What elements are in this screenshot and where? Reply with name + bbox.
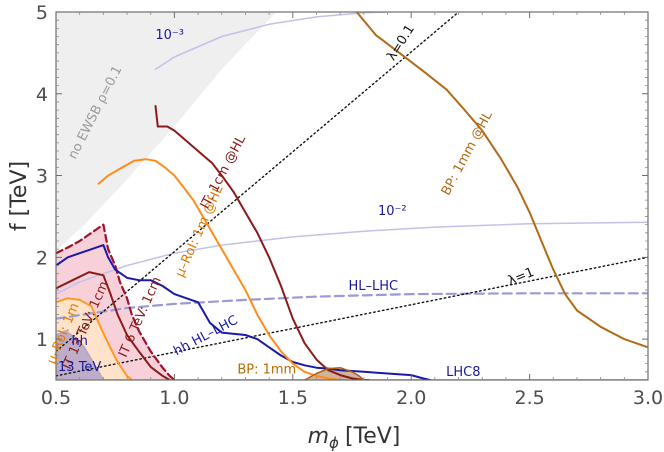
- x-tick-label: 1.0: [159, 387, 189, 409]
- no-ewsb-region: [56, 12, 277, 251]
- plot-frame: [55, 11, 649, 381]
- x-tick-label: 0.5: [41, 387, 71, 409]
- it-1cm-hl-line: [154, 105, 370, 380]
- y-tick-label: 4: [36, 84, 48, 106]
- hh13-label-line1: hh: [71, 334, 87, 349]
- y-tick-label: 1: [36, 329, 48, 351]
- hh13-label-line2: 13 TeV: [58, 360, 101, 375]
- x-axis-title: mϕ [TeV]: [308, 424, 401, 452]
- lhc8-line-label: LHC8: [446, 365, 480, 380]
- x-tick-label: 3.0: [633, 387, 663, 409]
- y-axis-title: f [TeV]: [7, 161, 32, 231]
- hl-lhc-line: [56, 292, 648, 320]
- contour-1e-2: [56, 221, 648, 295]
- bp-1mm-line: [303, 366, 365, 380]
- bp-1mm-line-label: BP: 1mm: [237, 362, 296, 377]
- axis-ticks: 0.5 1.0 1.5 2.0 2.5 3.0 1 2 3 4 5: [36, 2, 663, 409]
- rel-1m-hl-line: [97, 158, 346, 380]
- x-tick-label: 2.5: [514, 387, 544, 409]
- contour-1e-3-label: 10⁻³: [155, 28, 184, 43]
- y-tick-label: 2: [36, 247, 48, 269]
- it13-1cm-line: [56, 271, 171, 380]
- plot-border: [55, 11, 649, 381]
- x-tick-label: 1.5: [278, 387, 308, 409]
- hl-lhc-line-label: HL–LHC: [348, 279, 398, 294]
- hh13-region: [56, 330, 104, 380]
- hh-hl-lhc-line: [56, 244, 432, 380]
- bp-1mm-hl-line: [355, 12, 648, 349]
- hh13-boundary: [56, 330, 105, 380]
- it6-1cm-line: [56, 223, 176, 380]
- contour-1e-2-label: 10⁻²: [378, 204, 407, 219]
- y-tick-label: 3: [36, 166, 48, 188]
- rel-1m-line: [56, 297, 133, 380]
- y-tick-label: 5: [36, 2, 48, 24]
- x-tick-label: 2.0: [396, 387, 426, 409]
